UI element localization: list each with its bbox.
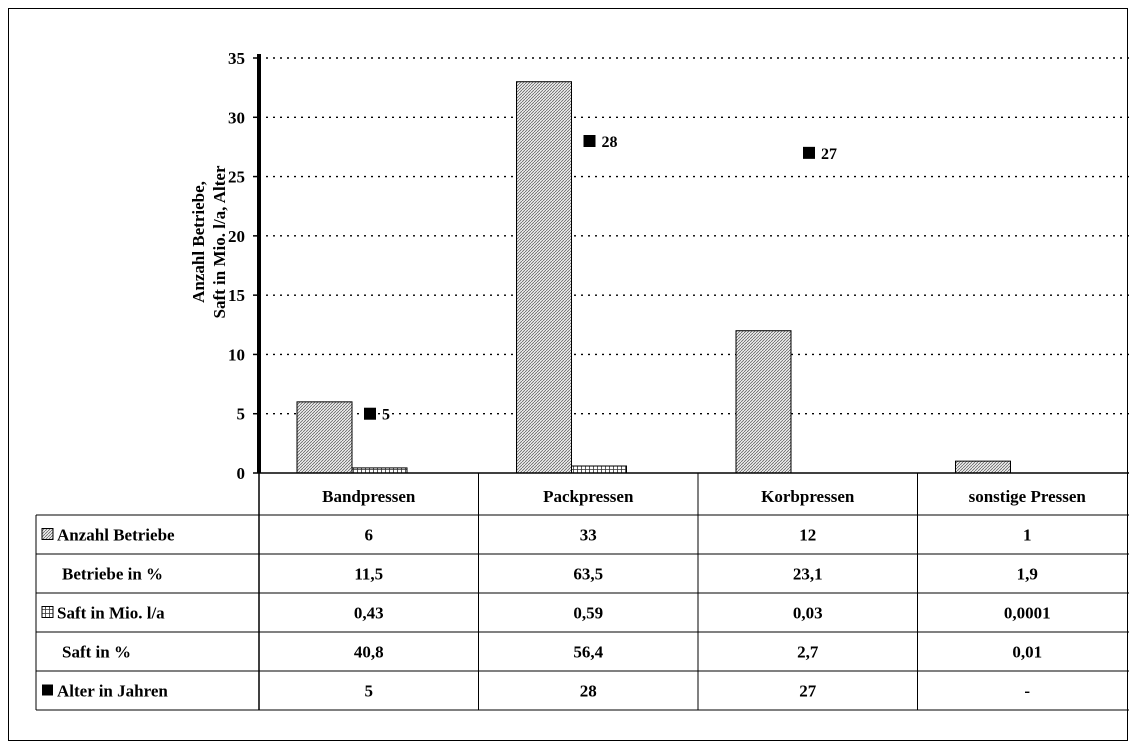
y-tick-label: 10 [228, 345, 245, 364]
y-axis-title-line: Saft in Mio. l/a, Alter [210, 165, 229, 318]
table-cell: 12 [799, 526, 816, 545]
data-label: 28 [602, 134, 618, 151]
category-label: Packpressen [543, 487, 634, 506]
legend-swatch-saft [41, 606, 54, 618]
table-cell: 28 [580, 682, 597, 701]
table-row-label: Betriebe in % [62, 565, 163, 584]
table-cell: 0,01 [1012, 643, 1042, 662]
y-axis-title-line: Anzahl Betriebe, [189, 181, 208, 303]
legend-swatch-anzahl [41, 528, 54, 540]
table-cell: 2,7 [797, 643, 819, 662]
y-tick-label: 0 [237, 464, 246, 483]
table-cell: 0,59 [573, 604, 603, 623]
bar [571, 465, 627, 474]
data-marker [364, 407, 376, 420]
table-cell: 11,5 [354, 565, 383, 584]
table-cell: 1 [1023, 526, 1032, 545]
y-tick-label: 5 [237, 405, 246, 424]
y-tick-label: 35 [228, 49, 245, 68]
y-tick-label: 25 [228, 168, 245, 187]
table-row-label: Saft in % [62, 643, 131, 662]
legend-swatch-alter [42, 684, 53, 696]
table-cell: 33 [580, 526, 597, 545]
table-cell: 0,03 [793, 604, 823, 623]
data-marker [583, 135, 596, 147]
y-tick-label: 30 [228, 108, 245, 127]
bar [351, 467, 408, 474]
table-cell: 27 [799, 682, 817, 701]
table-cell: 1,9 [1017, 565, 1038, 584]
category-label: sonstige Pressen [969, 487, 1087, 506]
bar [296, 401, 353, 474]
data-label: 27 [821, 146, 837, 163]
table-cell: 56,4 [573, 643, 603, 662]
table-cell: 6 [365, 526, 374, 545]
category-label: Korbpressen [761, 487, 855, 506]
data-marker [803, 146, 815, 159]
table-cell: 0,43 [354, 604, 384, 623]
bar [955, 460, 1011, 474]
table-cell: 23,1 [793, 565, 823, 584]
table-cell: - [1024, 682, 1030, 701]
bar [516, 81, 572, 474]
table-cell: 63,5 [573, 565, 603, 584]
y-tick-label: 15 [228, 286, 245, 305]
table-row-label: Alter in Jahren [57, 682, 168, 701]
y-axis-title: Anzahl Betriebe, Saft in Mio. l/a, Alter [189, 165, 229, 318]
bar [735, 330, 792, 474]
table-cell: 0,0001 [1004, 604, 1051, 623]
table-cell: 5 [365, 682, 374, 701]
table-row-label: Saft in Mio. l/a [57, 604, 165, 623]
data-label: 5 [382, 407, 390, 424]
category-label: Bandpressen [322, 487, 416, 506]
chart-frame: 5 28 27 0 5 10 15 20 25 30 35 Anzahl Betriebe, Saft… [8, 8, 1129, 741]
table-cell: 40,8 [354, 643, 384, 662]
table-row-label: Anzahl Betriebe [57, 526, 175, 545]
y-tick-label: 20 [228, 227, 245, 246]
